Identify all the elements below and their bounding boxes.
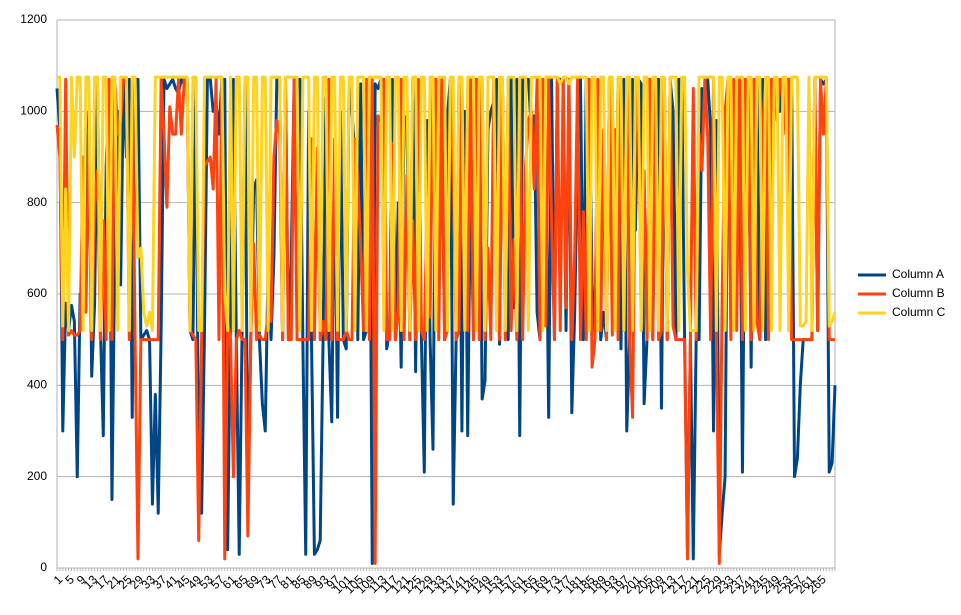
y-tick-label: 1000 xyxy=(20,104,47,118)
y-tick-label: 200 xyxy=(27,469,47,483)
legend-label: Column B xyxy=(892,286,945,300)
y-tick-label: 0 xyxy=(40,560,47,574)
series-line xyxy=(57,75,837,333)
y-tick-label: 600 xyxy=(27,286,47,300)
legend-label: Column A xyxy=(892,267,944,281)
legend-label: Column C xyxy=(892,305,946,319)
y-tick-label: 1200 xyxy=(20,12,47,26)
y-tick-label: 800 xyxy=(27,195,47,209)
x-tick-label: 1 xyxy=(51,572,66,587)
plot-border xyxy=(56,19,836,569)
y-tick-label: 400 xyxy=(27,378,47,392)
x-tick-label: 5 xyxy=(62,572,77,587)
